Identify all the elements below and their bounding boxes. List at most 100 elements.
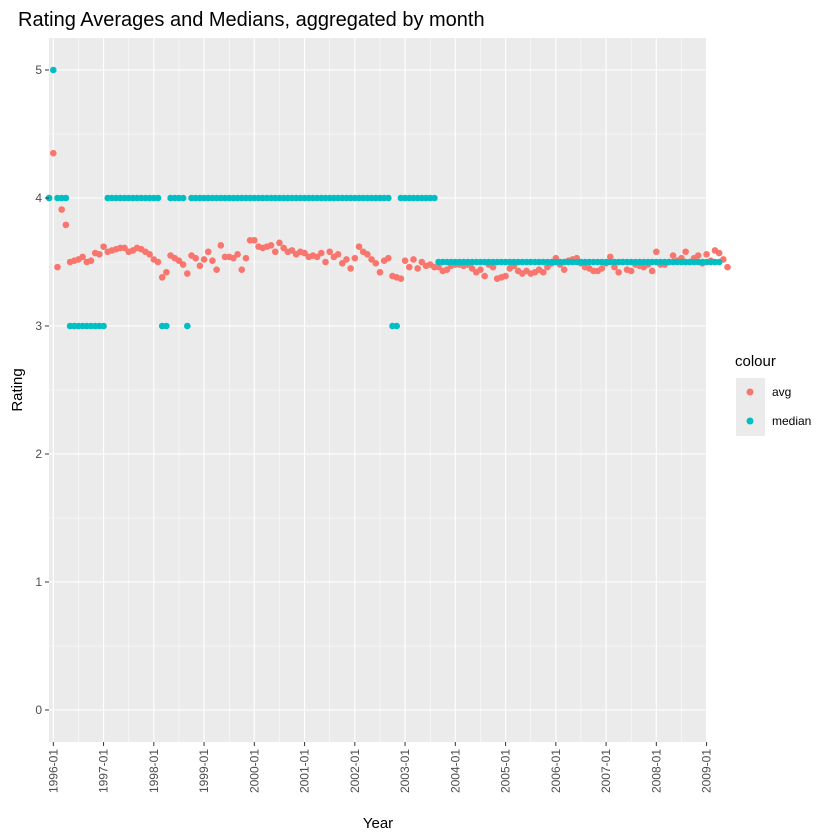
median-point — [431, 194, 438, 202]
avg-point — [230, 254, 237, 262]
avg-point — [58, 206, 65, 213]
avg-point — [217, 242, 225, 249]
avg-point — [477, 266, 484, 273]
avg-point — [280, 244, 287, 252]
median-point — [179, 194, 187, 202]
avg-point — [242, 254, 250, 262]
legend-key-avg — [746, 388, 754, 396]
avg-point — [163, 268, 170, 276]
avg-point — [343, 256, 350, 263]
avg-point — [62, 221, 70, 229]
legend-title: colour — [735, 353, 776, 370]
x-axis: 1996-01 1997-01 1998-01 1999-01 2000-01 2001-… — [46, 742, 714, 793]
avg-point — [598, 265, 606, 272]
x-tick-label: 2001-01 — [298, 749, 312, 793]
x-tick-label: 2000-01 — [247, 749, 261, 793]
avg-point — [539, 268, 547, 276]
avg-point — [326, 248, 333, 256]
avg-point — [385, 254, 392, 262]
avg-point — [158, 274, 166, 281]
x-tick-label: 2002-01 — [348, 749, 362, 793]
y-tick-label: 5 — [35, 63, 42, 77]
avg-point — [154, 258, 162, 266]
median-point — [45, 194, 53, 202]
avg-point — [397, 275, 405, 282]
avg-point — [682, 248, 689, 256]
avg-point — [209, 257, 216, 265]
avg-point — [481, 272, 488, 280]
avg-point — [615, 268, 622, 276]
avg-point — [267, 242, 275, 249]
avg-point — [443, 266, 451, 273]
avg-point — [146, 251, 153, 258]
avg-point — [192, 254, 199, 262]
avg-point — [372, 259, 380, 267]
avg-point — [50, 149, 57, 157]
legend-label-median: median — [772, 414, 811, 428]
chart-title: Rating Averages and Medians, aggregated … — [18, 9, 485, 31]
avg-point — [653, 248, 660, 256]
avg-point — [200, 256, 208, 263]
avg-point — [276, 239, 283, 247]
avg-point — [204, 248, 212, 256]
avg-point — [648, 267, 656, 275]
x-tick-label: 2009-01 — [700, 749, 714, 793]
x-tick-label: 1997-01 — [97, 749, 111, 793]
median-point — [715, 258, 723, 266]
avg-point — [489, 263, 497, 271]
median-point — [184, 322, 191, 330]
x-tick-label: 1998-01 — [147, 749, 161, 793]
avg-point — [301, 249, 308, 257]
avg-point — [271, 248, 279, 256]
x-tick-label: 2006-01 — [549, 749, 563, 793]
avg-point — [611, 263, 618, 271]
median-point — [100, 322, 107, 330]
avg-point — [179, 261, 187, 268]
median-point — [50, 66, 57, 74]
avg-point — [410, 256, 417, 263]
avg-point — [368, 256, 375, 263]
avg-point — [694, 252, 702, 259]
median-series — [45, 66, 723, 330]
avg-point — [234, 251, 241, 258]
avg-point — [715, 249, 723, 257]
x-tick-label: 2003-01 — [398, 749, 412, 793]
x-tick-label: 1996-01 — [46, 749, 60, 793]
avg-point — [54, 263, 61, 271]
y-axis: 0 1 2 3 4 5 — [35, 63, 49, 717]
avg-point — [175, 257, 183, 265]
avg-point — [351, 254, 359, 262]
avg-point — [318, 249, 325, 257]
avg-point — [184, 270, 191, 277]
avg-point — [355, 243, 363, 250]
avg-point — [313, 253, 321, 261]
avg-point — [560, 266, 568, 273]
avg-point — [347, 265, 354, 272]
avg-point — [405, 263, 413, 271]
avg-point — [418, 258, 426, 266]
avg-point — [468, 265, 476, 272]
avg-point — [213, 266, 220, 273]
y-tick-label: 2 — [35, 447, 42, 461]
avg-point — [288, 247, 296, 254]
grid-minor — [49, 38, 707, 742]
median-point — [385, 194, 392, 202]
y-tick-label: 0 — [35, 703, 42, 717]
y-tick-label: 1 — [35, 575, 42, 589]
avg-point — [79, 253, 86, 261]
avg-point — [627, 267, 635, 275]
median-point — [154, 194, 162, 202]
avg-point — [502, 272, 509, 280]
avg-point — [544, 263, 551, 271]
median-point — [163, 322, 170, 330]
x-axis-title: Year — [363, 815, 393, 832]
avg-point — [238, 266, 246, 273]
avg-point — [100, 243, 107, 250]
x-tick-label: 2007-01 — [599, 749, 613, 793]
y-axis-title: Rating — [9, 368, 26, 411]
median-point — [62, 194, 70, 202]
avg-point — [338, 259, 346, 267]
avg-point — [724, 263, 731, 271]
x-tick-label: 2008-01 — [649, 749, 663, 793]
